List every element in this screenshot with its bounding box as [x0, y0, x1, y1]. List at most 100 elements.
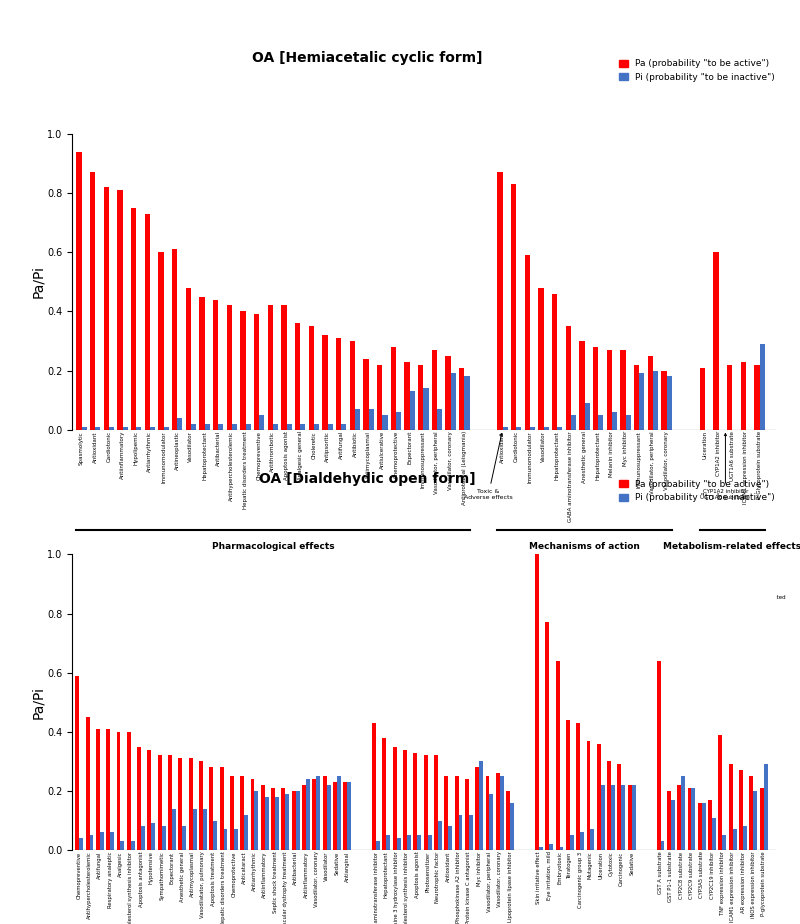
Bar — [418, 835, 422, 850]
Bar — [546, 623, 550, 850]
Bar — [708, 800, 712, 850]
Bar — [437, 409, 442, 430]
Bar — [205, 424, 210, 430]
Bar — [203, 808, 207, 850]
Bar — [162, 826, 166, 850]
Bar — [350, 341, 355, 430]
Bar — [118, 190, 122, 430]
Bar — [347, 782, 351, 850]
Bar — [438, 821, 442, 850]
Bar — [741, 361, 746, 430]
Y-axis label: Pa/Pi: Pa/Pi — [31, 686, 46, 719]
Bar — [601, 785, 605, 850]
Bar — [566, 720, 570, 850]
Bar — [76, 152, 82, 430]
Bar — [326, 785, 330, 850]
Bar — [295, 323, 300, 430]
Bar — [250, 779, 254, 850]
Bar — [151, 823, 155, 850]
Bar — [405, 361, 410, 430]
Text: UDP-glucuronosyltransferase
substrate: UDP-glucuronosyltransferase substrate — [678, 595, 758, 606]
Bar — [333, 782, 337, 850]
Bar — [428, 835, 431, 850]
Bar — [234, 830, 238, 850]
Bar — [743, 826, 747, 850]
Bar — [424, 756, 428, 850]
Bar — [337, 776, 341, 850]
Bar — [618, 764, 622, 850]
Bar — [182, 826, 186, 850]
Bar — [193, 808, 197, 850]
Bar — [490, 794, 494, 850]
Bar — [376, 841, 380, 850]
Bar — [458, 815, 462, 850]
Bar — [552, 294, 558, 430]
Bar — [423, 388, 429, 430]
Bar — [500, 776, 504, 850]
Bar — [407, 835, 411, 850]
Bar — [576, 723, 580, 850]
Bar — [286, 424, 292, 430]
Bar — [150, 427, 155, 430]
Bar — [254, 791, 258, 850]
Text: Toxic &
Adverse effects: Toxic & Adverse effects — [464, 433, 513, 500]
Bar — [271, 788, 275, 850]
Bar — [90, 173, 95, 430]
Bar — [611, 785, 615, 850]
Bar — [316, 776, 320, 850]
Bar — [496, 773, 500, 850]
Bar — [127, 732, 130, 850]
Bar — [539, 847, 543, 850]
Bar — [538, 287, 544, 430]
Bar — [621, 350, 626, 430]
Text: Metabolism-related effects: Metabolism-related effects — [663, 542, 800, 551]
Bar — [700, 368, 705, 430]
Bar — [220, 767, 223, 850]
Bar — [687, 788, 691, 850]
Bar — [712, 818, 716, 850]
Bar — [186, 287, 191, 430]
Bar — [355, 409, 360, 430]
Bar — [657, 661, 661, 850]
Bar — [106, 729, 110, 850]
Bar — [382, 737, 386, 850]
Bar — [244, 815, 248, 850]
Bar — [729, 764, 733, 850]
Bar — [191, 424, 196, 430]
Bar — [459, 368, 464, 430]
Bar — [727, 365, 732, 430]
Bar — [760, 788, 764, 850]
Bar — [698, 803, 702, 850]
Bar — [626, 415, 631, 430]
Bar — [502, 427, 508, 430]
Bar — [516, 427, 522, 430]
Bar — [75, 675, 79, 850]
Bar — [432, 350, 437, 430]
Bar — [199, 297, 205, 430]
Bar — [434, 756, 438, 850]
Bar — [486, 776, 490, 850]
Bar — [393, 747, 397, 850]
Bar — [241, 311, 246, 430]
Text: Pharmacological effects: Pharmacological effects — [212, 542, 334, 551]
Bar — [739, 771, 743, 850]
Bar — [296, 791, 299, 850]
Bar — [750, 776, 754, 850]
Bar — [479, 761, 483, 850]
Bar — [566, 326, 571, 430]
Bar — [510, 803, 514, 850]
Bar — [754, 365, 759, 430]
Bar — [218, 424, 223, 430]
Bar — [403, 749, 407, 850]
Bar — [390, 346, 396, 430]
Bar — [530, 427, 535, 430]
Bar — [544, 427, 549, 430]
Bar — [733, 830, 737, 850]
Bar — [240, 776, 244, 850]
Bar — [328, 424, 333, 430]
Bar — [306, 779, 310, 850]
Bar — [336, 338, 342, 430]
Bar — [464, 376, 470, 430]
Bar — [454, 776, 458, 850]
Bar — [210, 767, 214, 850]
